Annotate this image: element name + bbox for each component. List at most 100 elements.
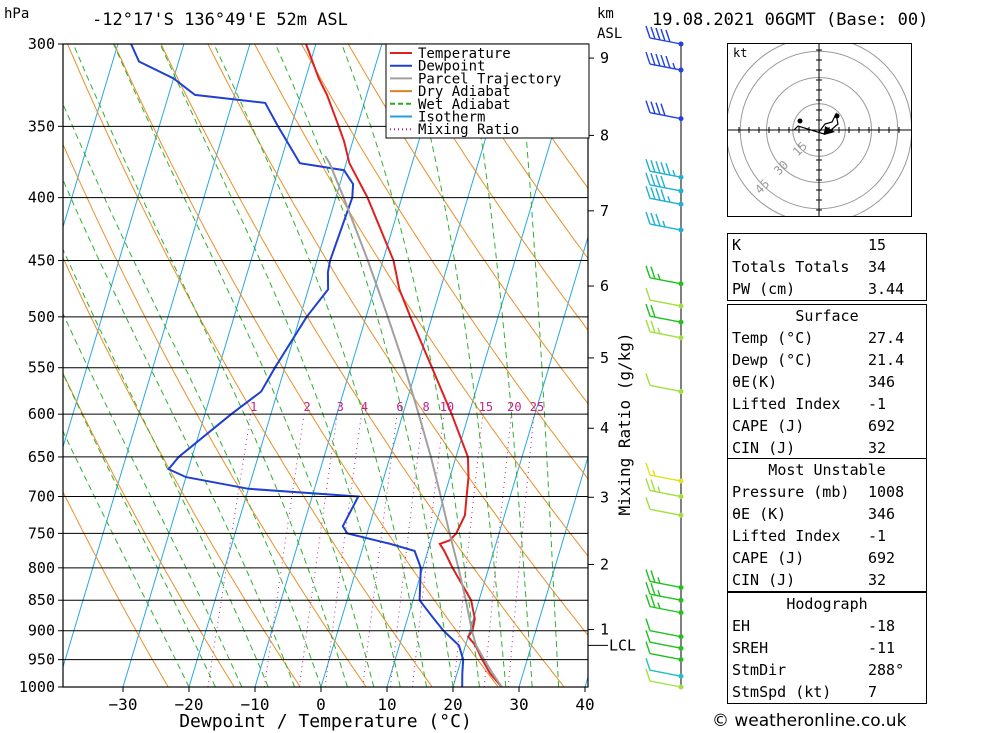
mixing-ratio-line [362,414,398,687]
wind-barb-shaft [649,593,682,601]
wind-barb-dot [678,494,684,500]
wind-barb-flag [650,187,656,200]
mixing-ratio-axis-title: Mixing Ratio (g/kg) [615,332,634,515]
wind-barb [645,287,684,309]
wind-barb-flag [660,162,666,175]
wind-barb-flag [645,373,651,386]
wind-barb-flag [657,273,661,280]
wind-barb [645,211,684,233]
wind-barb-flag [657,602,661,609]
hodograph-unit-label: kt [733,46,747,60]
wind-barb-flag [657,589,661,597]
km-tick-label: 6 [600,277,609,295]
hodograph-label: SREH [732,639,769,657]
isotherm-line [518,455,588,687]
km-tick-label: 1 [600,621,609,639]
wind-barb-flag [645,211,651,225]
most-unstable-value: 692 [868,549,896,567]
wind-barb-flag [665,29,671,43]
legend-label: Dry Adiabat [418,84,511,100]
legend-label: Mixing Ratio [418,122,519,138]
temperature-tick-label: −10 [241,695,270,714]
table-row: CAPE (J) 692 [728,415,927,437]
wind-barb-dot [678,319,684,325]
most-unstable-label: CIN (J) [732,571,796,589]
wind-barb-shaft [649,669,682,677]
wind-barb-flag [645,287,651,301]
surface-table: Surface Temp (°C) 27.4 Dewp (°C) 21.4 θE(K) 34… [727,304,927,460]
wind-barb [645,265,684,287]
wind-barb-flag [645,186,651,199]
index-label: Totals Totals [732,258,850,276]
table-row: Lifted Index -1 [728,525,927,547]
wet-adiabat-line [113,44,375,687]
legend-label: Isotherm [418,110,485,126]
temperature-tick-label: −20 [175,695,204,714]
wind-barb-flag [645,303,651,317]
plot-frame [62,43,589,688]
wind-barb [645,159,684,180]
isotherm-line [188,44,383,687]
wind-barb-flag [655,161,661,174]
wind-barb [645,594,684,616]
mixing-ratio-label: 25 [530,400,544,414]
wind-barb-flag [645,497,651,510]
wind-barb-dot [678,478,684,484]
pressure-tick-label: 450 [28,252,55,270]
temperature-tick-label: 0 [316,695,326,714]
temperature-tick-label: 10 [377,695,396,714]
table-row: Temp (°C) 27.4 [728,327,927,349]
km-tick-label: 7 [600,202,609,220]
wind-barb-flag [662,220,666,228]
wind-barb-flag [645,594,651,607]
km-axis-unit: km [597,6,614,22]
wind-barb-dot [678,388,684,394]
wind-barb-flag [650,52,656,66]
temperature-tick-label: −30 [109,695,138,714]
hodograph-value: 7 [868,683,878,701]
sounding-datetime: 19.08.2021 06GMT (Base: 00) [652,10,929,30]
wind-barb-flag [645,319,651,332]
wind-barb-dot [678,584,684,590]
storm-motion-marker [824,126,835,135]
temperature-tick-label: 30 [509,695,528,714]
table-row: θE(K) 346 [728,371,927,393]
index-value: 3.44 [868,280,905,298]
wind-barb-flag [645,668,651,682]
wind-barb-flag [660,103,666,116]
km-tick-label: 2 [600,555,609,573]
dry-adiabat-line [394,44,588,332]
wind-barb-flag [657,486,661,493]
mixing-ratio-line [483,414,512,687]
surface-value: 692 [868,417,896,435]
wind-barb-dot [678,201,684,207]
wind-barb-flag [655,53,661,67]
wind-barb-dot [678,684,684,690]
km-tick-label: 9 [600,49,609,67]
dewpoint-line [130,44,465,687]
wind-barb-flag [650,173,656,187]
wind-barb-flag [660,175,666,189]
copyright[interactable]: © weatheronline.co.uk [712,711,907,731]
hodograph-title: Hodograph [786,595,868,613]
pressure-tick-label: 700 [28,488,55,506]
table-row: PW (cm) 3.44 [728,278,927,301]
wind-barb-shaft [649,580,682,589]
isotherm-line [63,44,251,669]
surface-label: Lifted Index [732,395,841,413]
surface-value: -1 [868,395,887,413]
wind-barb [645,186,684,207]
mixing-ratio-label: 8 [423,400,430,414]
hodograph-point [834,113,840,119]
table-row: Dewp (°C) 21.4 [728,349,927,371]
most-unstable-value: 346 [868,505,896,523]
surface-label: θE(K) [732,373,778,391]
surface-label: Temp (°C) [732,329,814,347]
wind-barb-shaft [649,111,682,120]
wind-barb-flag [645,478,651,491]
wind-barb-shaft [649,605,682,614]
isotherm-line [452,235,588,687]
dry-adiabat-line [63,143,367,687]
legend-box [385,43,590,139]
